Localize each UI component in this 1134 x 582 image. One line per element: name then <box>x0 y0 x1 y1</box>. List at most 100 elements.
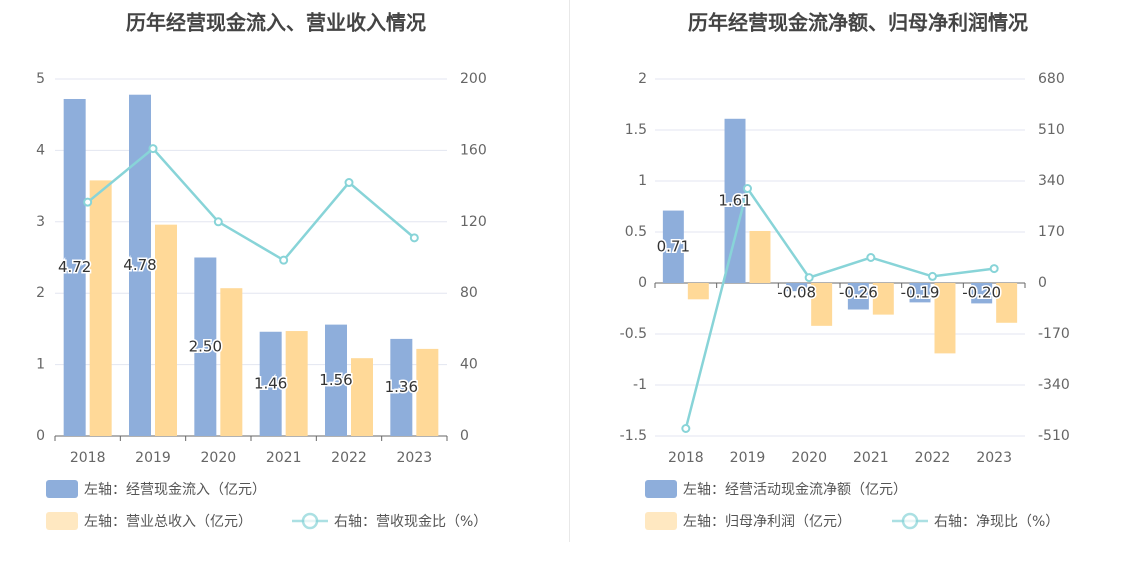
x-axis-category-label: 2023 <box>976 450 1012 466</box>
x-axis-category-label: 2019 <box>135 450 171 466</box>
left-axis-tick-label: 1.5 <box>625 122 647 138</box>
line-point <box>743 184 752 193</box>
bar-primary <box>390 338 413 436</box>
x-axis-category-label: 2023 <box>397 450 433 466</box>
bar-data-label: 4.72 <box>58 258 91 276</box>
bar-data-label: 1.56 <box>319 371 352 389</box>
x-axis-category-label: 2022 <box>915 450 951 466</box>
panel-divider <box>569 0 570 542</box>
bar-data-label: 1.61 <box>718 191 751 209</box>
line-point <box>866 253 876 262</box>
x-axis-category-label: 2018 <box>70 450 106 466</box>
line-point <box>804 273 814 283</box>
bar-primary <box>129 94 151 436</box>
left-axis-tick-label: 0.5 <box>625 224 647 240</box>
right-axis-tick-label: -510 <box>1038 428 1070 444</box>
legend-swatch <box>645 480 677 498</box>
line-point <box>148 144 158 154</box>
bar-data-label: -0.20 <box>962 284 1001 302</box>
x-axis-category-label: 2018 <box>668 450 704 466</box>
chart-panel-0: 历年经营现金流入、营业收入情况 0 0 1 40 2 80 3 120 4 160 5 200 2018 2… <box>36 11 487 530</box>
left-axis-tick-label: 0 <box>36 428 45 444</box>
line-series <box>684 185 995 429</box>
right-axis-tick-label: -340 <box>1038 377 1070 393</box>
x-axis-category-label: 2021 <box>266 450 302 466</box>
bar-primary <box>724 118 746 283</box>
left-axis-tick-label: 2 <box>36 285 45 301</box>
legend-swatch <box>46 480 78 498</box>
left-axis-tick-label: 1 <box>638 173 647 189</box>
line-point <box>213 217 223 227</box>
left-axis-tick-label: -1.5 <box>620 428 647 444</box>
bar-data-label: 1.36 <box>385 378 418 396</box>
bar-primary <box>971 283 993 304</box>
right-axis-tick-label: 0 <box>1038 275 1047 291</box>
chart-title: 历年经营现金流净额、归母净利润情况 <box>688 11 1028 35</box>
line-point <box>989 264 999 274</box>
bar-data-label: 4.78 <box>123 256 156 274</box>
left-axis-tick-label: 2 <box>638 71 647 87</box>
bar-primary <box>63 98 86 436</box>
bar-secondary <box>351 358 373 436</box>
bar-secondary <box>416 348 439 436</box>
bar-secondary <box>749 230 771 283</box>
legend-label: 左轴：营业总收入（亿元） <box>84 514 252 530</box>
x-axis-category-label: 2019 <box>730 450 766 466</box>
x-axis-category-label: 2020 <box>201 450 237 466</box>
bar-primary <box>194 257 217 436</box>
line-point <box>279 255 289 265</box>
line-point <box>83 197 93 207</box>
line-series <box>86 146 416 262</box>
legend-line-marker <box>301 512 319 530</box>
bar-secondary <box>996 283 1018 323</box>
bar-secondary <box>811 283 833 326</box>
chart-panel-1: 历年经营现金流净额、归母净利润情况 -1.5 -510 -1 -340 -0.5 -170 0… <box>620 11 1070 530</box>
bar-primary <box>259 331 282 436</box>
right-axis-tick-label: 160 <box>460 142 487 158</box>
left-axis-tick-label: 1 <box>36 357 45 373</box>
bar-secondary <box>220 288 243 436</box>
bar-secondary <box>89 180 112 436</box>
legend-label: 右轴：营收现金比（%） <box>334 514 487 530</box>
bar-data-label: 0.71 <box>657 237 690 255</box>
bar-data-label: -0.08 <box>777 284 816 302</box>
legend-swatch <box>645 512 677 530</box>
right-axis-tick-label: 40 <box>460 357 478 373</box>
left-axis-tick-label: 5 <box>36 71 45 87</box>
bar-primary <box>325 324 347 436</box>
legend-swatch <box>46 512 78 530</box>
bar-secondary <box>687 283 709 300</box>
bar-primary <box>786 283 808 292</box>
line-point <box>409 233 419 243</box>
left-axis-tick-label: 3 <box>36 214 45 230</box>
bar-data-label: 2.50 <box>189 337 222 355</box>
bar-secondary <box>872 283 894 315</box>
right-axis-tick-label: -170 <box>1038 326 1070 342</box>
right-axis-tick-label: 170 <box>1038 224 1065 240</box>
bar-primary <box>662 210 684 283</box>
right-axis-tick-label: 80 <box>460 285 478 301</box>
x-axis-category-label: 2022 <box>331 450 367 466</box>
bar-data-label: 1.46 <box>254 374 287 392</box>
right-axis-tick-label: 510 <box>1038 122 1065 138</box>
legend-label: 左轴：经营现金流入（亿元） <box>84 482 266 498</box>
legend-line-marker <box>901 512 919 530</box>
legend-label: 左轴：归母净利润（亿元） <box>683 513 851 530</box>
right-axis-tick-label: 0 <box>460 428 469 444</box>
left-axis-tick-label: 0 <box>638 275 647 291</box>
legend-label: 左轴：经营活动现金流净额（亿元） <box>683 482 907 498</box>
bar-secondary <box>285 331 308 436</box>
line-point <box>681 424 691 433</box>
bar-secondary <box>934 283 956 354</box>
line-point <box>344 178 354 188</box>
left-axis-tick-label: -1 <box>633 377 647 393</box>
right-axis-tick-label: 340 <box>1038 173 1065 189</box>
right-axis-tick-label: 680 <box>1038 71 1065 87</box>
x-axis-category-label: 2020 <box>791 450 827 466</box>
legend-label: 右轴：净现比（%） <box>934 514 1059 530</box>
chart-title: 历年经营现金流入、营业收入情况 <box>126 11 426 35</box>
left-axis-tick-label: 4 <box>36 142 45 158</box>
left-axis-tick-label: -0.5 <box>620 326 647 342</box>
